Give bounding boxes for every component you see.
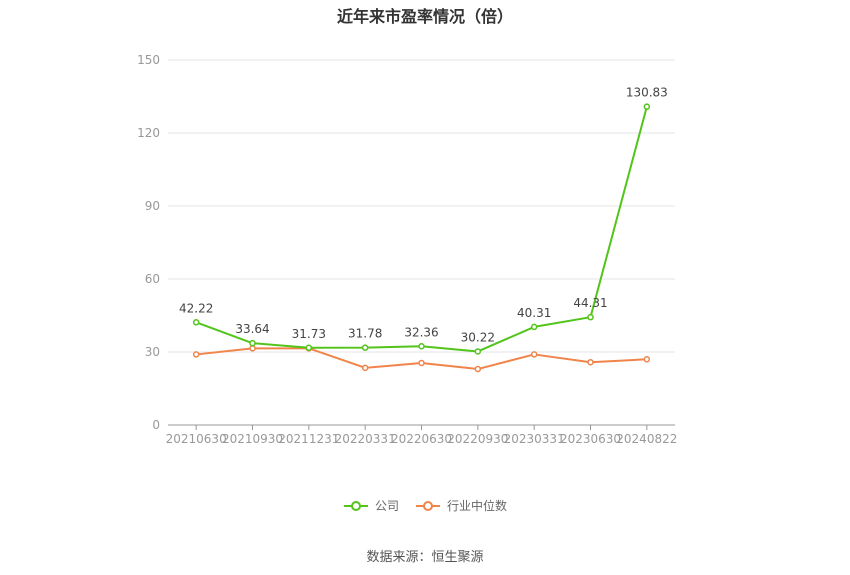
data-point [361,364,369,372]
x-tick-label: 20210630 [166,432,227,446]
data-point [530,351,538,358]
legend-item[interactable]: 行业中位数 [415,497,507,514]
chart-title: 近年来市盈率情况（倍） [336,7,513,26]
x-tick-label: 20230331 [504,432,565,446]
series-line [195,106,648,353]
y-tick-label: 90 [145,199,160,213]
legend-label: 公司 [374,499,399,513]
legend-label: 行业中位数 [447,499,508,513]
data-label: 130.83 [626,86,668,100]
x-tick-label: 20220630 [391,432,452,446]
data-source: 数据来源：恒生聚源 [366,550,484,565]
data-point [643,356,651,363]
data-label: 31.73 [292,327,326,341]
y-tick-label: 120 [137,126,160,140]
x-tick-label: 20211231 [278,432,339,446]
data-point [361,344,369,351]
data-point [249,339,256,347]
x-tick-label: 20210930 [222,432,283,446]
data-label: 44.31 [573,296,607,310]
data-point [249,345,256,352]
y-tick-label: 60 [145,272,160,286]
data-point [305,344,313,352]
data-point [418,343,425,350]
data-point [587,358,594,366]
line-chart: 0306090120150202106302021093020211231202… [137,53,677,446]
data-label: 30.22 [461,330,495,344]
data-point [474,365,482,373]
data-label: 33.64 [235,322,269,336]
data-label: 42.22 [179,301,213,315]
data-point [418,359,425,367]
data-point [192,319,200,326]
x-tick-label: 20240822 [616,432,677,446]
legend: 公司 行业中位数 [0,497,850,514]
data-point [474,348,482,355]
data-label: 32.36 [404,325,438,339]
data-point [587,313,594,321]
y-tick-label: 30 [145,345,160,359]
data-point [643,103,651,110]
x-tick-label: 20230630 [560,432,621,446]
legend-item[interactable]: 公司 [343,497,399,514]
y-tick-label: 0 [152,418,160,432]
x-tick-label: 20220930 [447,432,508,446]
y-tick-label: 150 [137,53,160,67]
data-label: 40.31 [517,306,551,320]
data-point [192,351,200,358]
legend-line-marker-icon [416,500,440,511]
legend-line-marker-icon [343,500,368,511]
data-label: 31.78 [348,327,382,341]
x-tick-label: 20220331 [335,432,396,446]
data-point [530,323,538,331]
